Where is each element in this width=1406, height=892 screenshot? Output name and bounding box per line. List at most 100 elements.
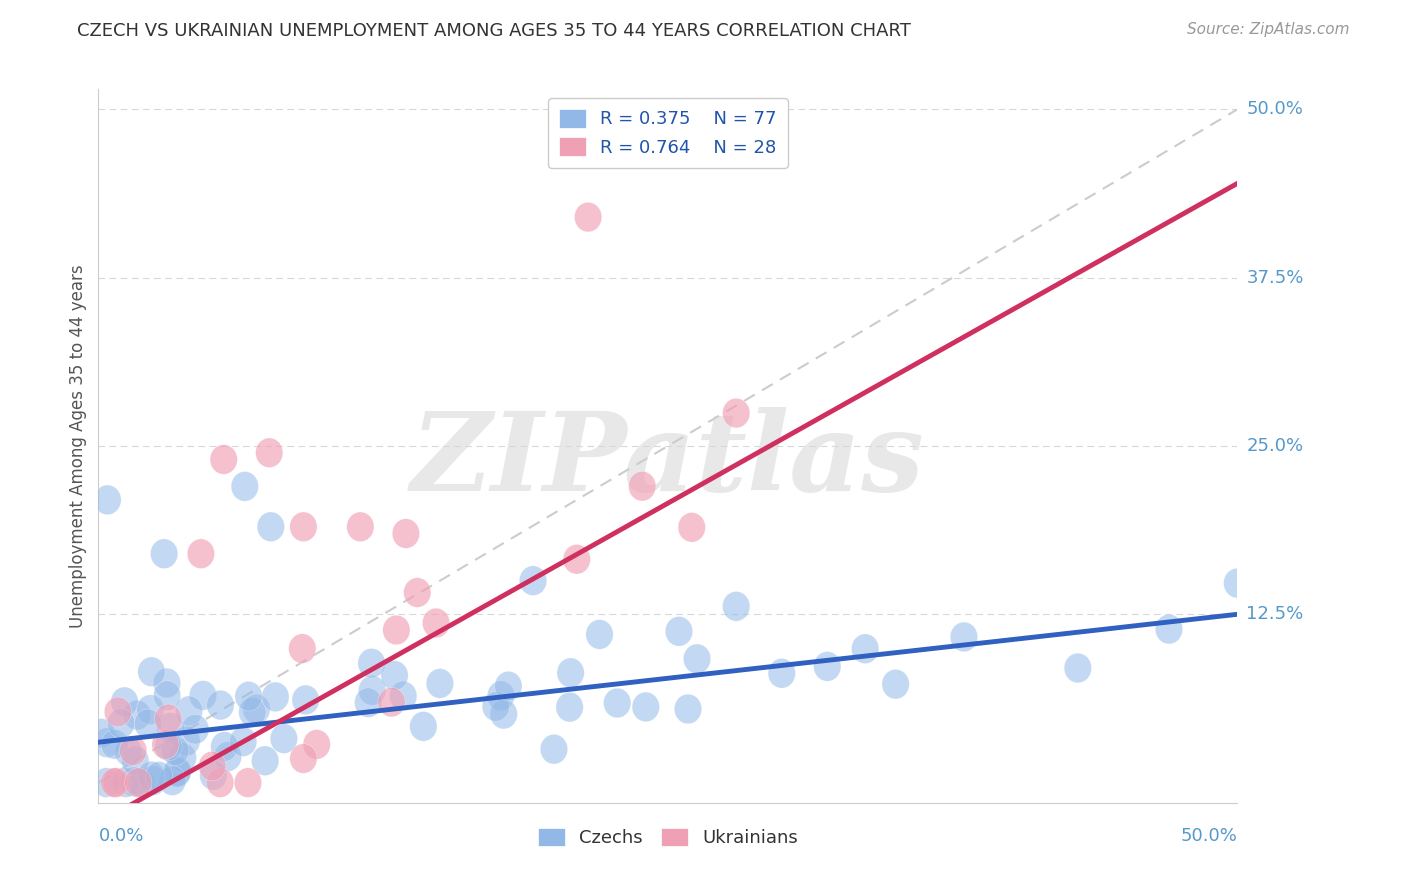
Ellipse shape (359, 648, 385, 678)
Ellipse shape (207, 690, 233, 720)
Ellipse shape (768, 658, 796, 688)
Ellipse shape (378, 688, 405, 717)
Ellipse shape (124, 700, 150, 730)
Ellipse shape (389, 681, 418, 711)
Ellipse shape (392, 519, 419, 549)
Ellipse shape (603, 689, 631, 718)
Ellipse shape (290, 744, 318, 773)
Ellipse shape (243, 694, 270, 724)
Ellipse shape (488, 681, 515, 711)
Ellipse shape (128, 768, 155, 797)
Ellipse shape (239, 698, 266, 727)
Ellipse shape (235, 681, 263, 711)
Ellipse shape (426, 669, 454, 698)
Ellipse shape (633, 692, 659, 722)
Ellipse shape (176, 696, 202, 725)
Ellipse shape (852, 634, 879, 664)
Text: 0.0%: 0.0% (98, 827, 143, 845)
Ellipse shape (163, 757, 191, 787)
Ellipse shape (256, 438, 283, 467)
Ellipse shape (404, 578, 432, 607)
Ellipse shape (304, 730, 330, 759)
Ellipse shape (482, 691, 509, 722)
Ellipse shape (354, 688, 382, 717)
Ellipse shape (409, 712, 437, 741)
Ellipse shape (207, 768, 233, 797)
Ellipse shape (555, 692, 583, 722)
Ellipse shape (94, 485, 121, 515)
Ellipse shape (190, 681, 217, 710)
Ellipse shape (104, 697, 132, 727)
Ellipse shape (153, 668, 180, 698)
Ellipse shape (162, 736, 188, 765)
Ellipse shape (87, 719, 115, 748)
Text: 50.0%: 50.0% (1181, 827, 1237, 845)
Ellipse shape (107, 708, 135, 739)
Ellipse shape (121, 746, 149, 775)
Ellipse shape (683, 644, 710, 673)
Ellipse shape (262, 682, 290, 712)
Ellipse shape (125, 768, 152, 797)
Ellipse shape (1156, 615, 1182, 644)
Ellipse shape (723, 399, 749, 428)
Ellipse shape (93, 728, 121, 757)
Ellipse shape (235, 768, 262, 797)
Ellipse shape (211, 731, 238, 762)
Ellipse shape (290, 512, 318, 541)
Ellipse shape (198, 751, 226, 780)
Ellipse shape (347, 512, 374, 541)
Ellipse shape (165, 756, 191, 786)
Ellipse shape (111, 687, 138, 716)
Ellipse shape (136, 695, 165, 724)
Text: 25.0%: 25.0% (1246, 437, 1303, 455)
Ellipse shape (101, 768, 128, 797)
Ellipse shape (173, 726, 200, 756)
Ellipse shape (145, 762, 173, 791)
Ellipse shape (882, 669, 910, 699)
Ellipse shape (103, 768, 131, 797)
Ellipse shape (292, 685, 319, 714)
Ellipse shape (675, 694, 702, 723)
Ellipse shape (121, 767, 148, 797)
Ellipse shape (229, 727, 257, 756)
Text: 50.0%: 50.0% (1246, 101, 1303, 119)
Ellipse shape (93, 768, 120, 797)
Ellipse shape (288, 634, 316, 664)
Ellipse shape (270, 723, 298, 754)
Ellipse shape (678, 513, 706, 542)
Ellipse shape (257, 512, 284, 541)
Ellipse shape (814, 651, 841, 681)
Y-axis label: Unemployment Among Ages 35 to 44 years: Unemployment Among Ages 35 to 44 years (69, 264, 87, 628)
Ellipse shape (422, 608, 450, 638)
Text: CZECH VS UKRAINIAN UNEMPLOYMENT AMONG AGES 35 TO 44 YEARS CORRELATION CHART: CZECH VS UKRAINIAN UNEMPLOYMENT AMONG AG… (77, 22, 911, 40)
Ellipse shape (231, 472, 259, 501)
Ellipse shape (159, 766, 186, 796)
Ellipse shape (114, 737, 142, 766)
Ellipse shape (491, 699, 517, 729)
Ellipse shape (1064, 653, 1091, 682)
Ellipse shape (152, 730, 179, 759)
Text: 12.5%: 12.5% (1246, 606, 1303, 624)
Ellipse shape (120, 736, 146, 765)
Ellipse shape (101, 730, 128, 759)
Ellipse shape (156, 713, 184, 742)
Text: Source: ZipAtlas.com: Source: ZipAtlas.com (1187, 22, 1350, 37)
Ellipse shape (1223, 568, 1251, 598)
Ellipse shape (359, 675, 385, 706)
Ellipse shape (723, 591, 749, 621)
Ellipse shape (382, 615, 411, 645)
Ellipse shape (153, 681, 181, 710)
Ellipse shape (950, 622, 977, 652)
Ellipse shape (628, 471, 655, 501)
Ellipse shape (138, 761, 165, 791)
Ellipse shape (252, 746, 278, 775)
Ellipse shape (112, 768, 139, 797)
Ellipse shape (540, 734, 568, 764)
Ellipse shape (155, 704, 181, 733)
Ellipse shape (575, 202, 602, 232)
Ellipse shape (586, 620, 613, 649)
Ellipse shape (200, 761, 226, 790)
Ellipse shape (169, 743, 197, 772)
Ellipse shape (562, 544, 591, 574)
Ellipse shape (665, 616, 693, 646)
